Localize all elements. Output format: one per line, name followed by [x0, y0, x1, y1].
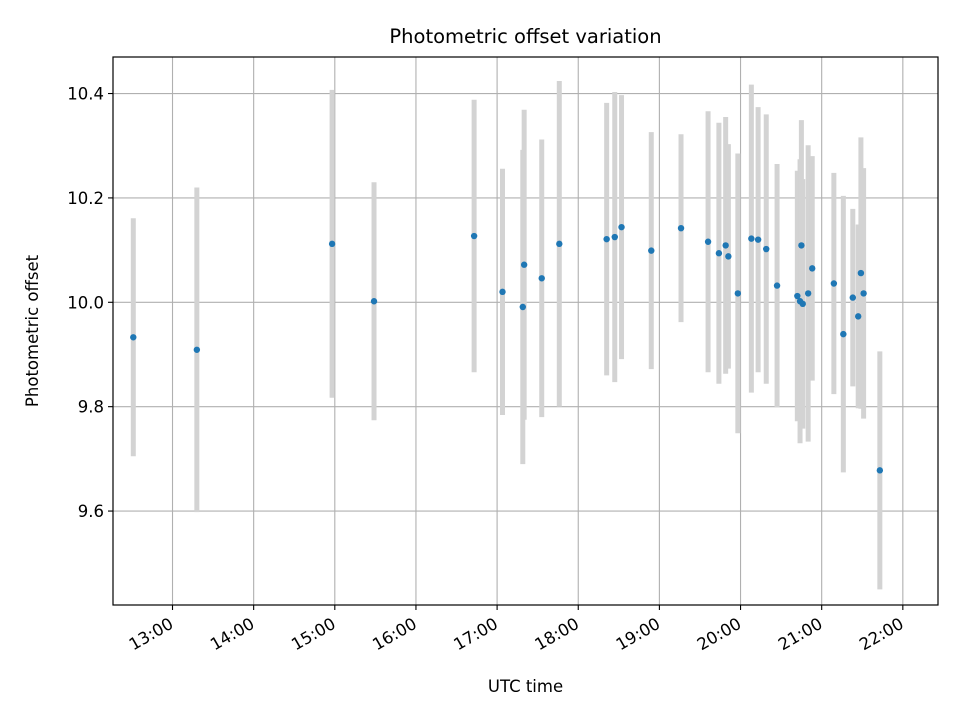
data-point: [849, 294, 856, 301]
data-point: [470, 232, 478, 240]
data-point: [611, 233, 618, 241]
data-point: [855, 313, 862, 320]
data-point: [798, 242, 805, 249]
data-point: [809, 265, 816, 272]
data-point: [130, 334, 137, 341]
data-point: [734, 290, 742, 297]
data-point: [763, 245, 770, 253]
data-point: [715, 250, 723, 257]
data-point: [830, 280, 838, 287]
y-tick-label: 10.2: [67, 189, 104, 208]
y-tick-label: 10.4: [67, 85, 104, 104]
data-point: [794, 292, 801, 300]
data-point: [722, 242, 729, 249]
data-point: [499, 288, 506, 296]
y-tick-label: 9.6: [78, 502, 104, 521]
chart-title: Photometric offset variation: [389, 25, 661, 48]
data-point: [556, 240, 563, 248]
data-point: [618, 223, 625, 231]
data-point: [520, 261, 528, 268]
data-point: [804, 290, 812, 297]
y-axis-label: Photometric offset: [23, 254, 42, 407]
data-points: [130, 223, 884, 474]
data-point: [328, 240, 336, 248]
data-point: [193, 346, 201, 353]
y-tick-label: 10.0: [67, 293, 104, 312]
data-point: [725, 253, 732, 260]
data-point: [519, 303, 526, 311]
data-point: [840, 330, 847, 338]
data-point: [704, 238, 712, 245]
data-point: [860, 290, 867, 297]
data-point: [876, 467, 884, 474]
data-point: [748, 235, 755, 242]
data-point: [754, 236, 762, 243]
y-tick-label: 9.8: [78, 398, 104, 417]
data-point: [677, 224, 685, 232]
data-point: [648, 247, 655, 254]
data-point: [857, 269, 865, 277]
data-point: [773, 282, 781, 289]
data-point: [799, 300, 806, 308]
plot-frame: [112, 56, 939, 606]
y-axis-ticks: 9.6 9.8 10.0 10.2 10.4: [67, 85, 113, 521]
data-point: [603, 235, 610, 243]
x-axis-label: UTC time: [488, 677, 563, 696]
data-point: [370, 298, 378, 305]
data-point: [538, 275, 545, 282]
